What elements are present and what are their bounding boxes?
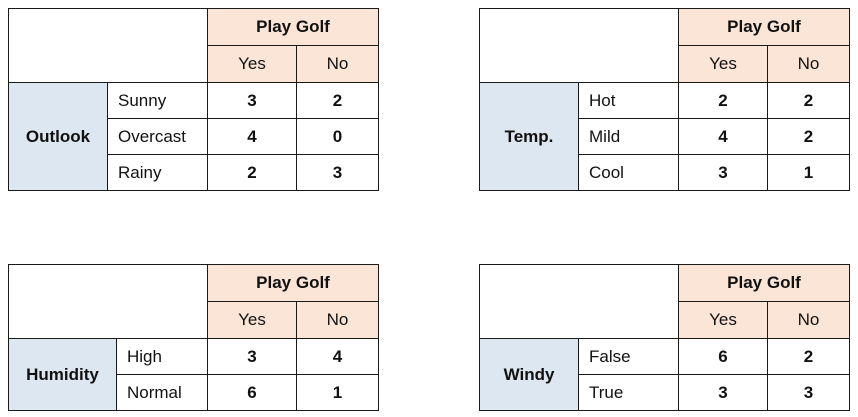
count-no: 3 [767,374,850,411]
count-yes: 2 [207,154,297,191]
frequency-table-windy: Play Golf Yes No Windy False 6 2 True 3 … [479,264,850,411]
table-corner-blank [479,264,679,339]
feature-name: Humidity [8,338,117,411]
class-header-yes: Yes [678,45,768,83]
count-yes: 3 [678,374,768,411]
count-no: 1 [296,374,379,411]
target-header: Play Golf [678,8,850,46]
count-yes: 3 [678,154,768,191]
frequency-table-outlook: Play Golf Yes No Outlook Sunny 3 2 Overc… [8,8,379,191]
target-header: Play Golf [207,264,379,302]
count-no: 2 [296,82,379,119]
value-label: True [578,374,679,411]
value-label: Cool [578,154,679,191]
class-header-no: No [767,301,850,339]
count-yes: 4 [678,118,768,155]
table-corner-blank [8,8,208,83]
count-no: 0 [296,118,379,155]
value-label: Normal [116,374,208,411]
count-no: 2 [767,338,850,375]
value-label: High [116,338,208,375]
target-header: Play Golf [207,8,379,46]
count-yes: 4 [207,118,297,155]
count-yes: 2 [678,82,768,119]
count-yes: 6 [207,374,297,411]
frequency-table-humidity: Play Golf Yes No Humidity High 3 4 Norma… [8,264,379,411]
value-label: Sunny [107,82,208,119]
count-yes: 3 [207,338,297,375]
value-label: Mild [578,118,679,155]
target-header: Play Golf [678,264,850,302]
class-header-no: No [767,45,850,83]
count-no: 1 [767,154,850,191]
class-header-no: No [296,301,379,339]
count-no: 4 [296,338,379,375]
class-header-yes: Yes [678,301,768,339]
class-header-yes: Yes [207,301,297,339]
count-no: 2 [767,118,850,155]
table-corner-blank [8,264,208,339]
class-header-yes: Yes [207,45,297,83]
feature-name: Windy [479,338,579,411]
value-label: Overcast [107,118,208,155]
frequency-table-temp: Play Golf Yes No Temp. Hot 2 2 Mild 4 2 … [479,8,850,191]
count-yes: 3 [207,82,297,119]
value-label: False [578,338,679,375]
feature-name: Outlook [8,82,108,191]
value-label: Hot [578,82,679,119]
count-no: 2 [767,82,850,119]
class-header-no: No [296,45,379,83]
count-no: 3 [296,154,379,191]
value-label: Rainy [107,154,208,191]
feature-name: Temp. [479,82,579,191]
table-corner-blank [479,8,679,83]
count-yes: 6 [678,338,768,375]
